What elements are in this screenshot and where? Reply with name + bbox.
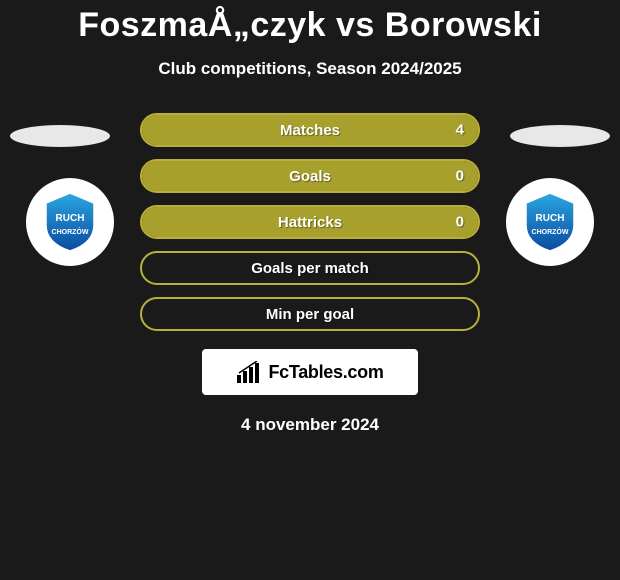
stat-value-right: 4 xyxy=(456,122,464,139)
player-right-ellipse xyxy=(510,125,610,147)
stat-label: Matches xyxy=(280,122,340,139)
svg-text:CHORZÓW: CHORZÓW xyxy=(532,227,569,236)
stat-label: Min per goal xyxy=(266,306,354,323)
stat-label: Goals xyxy=(289,168,331,185)
subtitle: Club competitions, Season 2024/2025 xyxy=(0,59,620,79)
stat-label: Goals per match xyxy=(251,260,369,277)
club-badge-circle: RUCH CHORZÓW xyxy=(506,178,594,266)
stat-row: Hattricks 0 xyxy=(140,205,480,239)
club-badge-right: RUCH CHORZÓW xyxy=(500,178,600,266)
stat-row: Matches 4 xyxy=(140,113,480,147)
svg-text:RUCH: RUCH xyxy=(536,213,565,224)
club-badge-left: RUCH CHORZÓW xyxy=(20,178,120,266)
stat-row: Goals per match xyxy=(140,251,480,285)
stats-block: Matches 4 Goals 0 Hattricks 0 Goals per match M… xyxy=(140,113,480,331)
stat-label: Hattricks xyxy=(278,214,342,231)
stat-row: Min per goal xyxy=(140,297,480,331)
club-shield-icon: RUCH CHORZÓW xyxy=(522,191,578,253)
player-left-ellipse xyxy=(10,125,110,147)
attribution-logo: FcTables.com xyxy=(202,349,418,395)
date-line: 4 november 2024 xyxy=(0,415,620,435)
chart-bars-icon xyxy=(236,361,262,383)
club-badge-circle: RUCH CHORZÓW xyxy=(26,178,114,266)
svg-text:RUCH: RUCH xyxy=(56,213,85,224)
stat-row: Goals 0 xyxy=(140,159,480,193)
stat-value-right: 0 xyxy=(456,214,464,231)
svg-text:CHORZÓW: CHORZÓW xyxy=(52,227,89,236)
club-shield-icon: RUCH CHORZÓW xyxy=(42,191,98,253)
stat-value-right: 0 xyxy=(456,168,464,185)
page-title: FoszmaÅ„czyk vs Borowski xyxy=(0,0,620,45)
attribution-text: FcTables.com xyxy=(268,362,383,383)
